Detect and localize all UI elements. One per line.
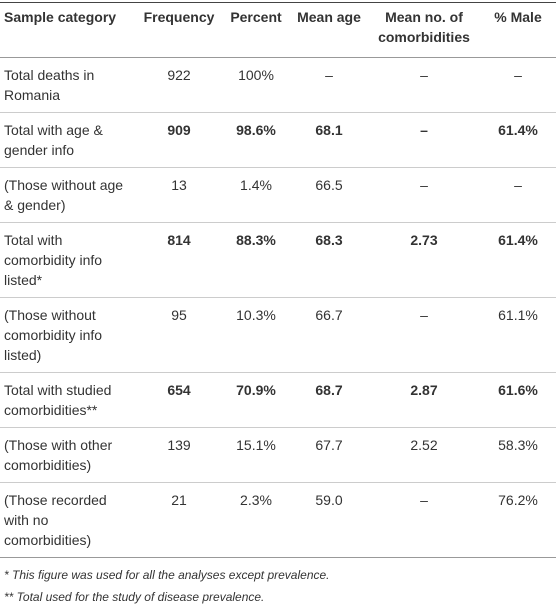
- cell: 61.6%: [498, 382, 538, 398]
- footnote: * This figure was used for all the analy…: [4, 568, 330, 582]
- cell: –: [514, 67, 522, 83]
- cell: 98.6%: [236, 122, 276, 138]
- cell: 61.1%: [498, 307, 538, 323]
- table-row: (Those without age & gender) 13 1.4% 66.5 – –: [0, 168, 556, 223]
- cell: 654: [167, 382, 191, 398]
- header-cell: Sample category: [4, 9, 117, 25]
- cell: 13: [171, 177, 187, 193]
- row-label: Total with age & gender info: [4, 122, 103, 158]
- cell: –: [420, 177, 428, 193]
- cell: 68.3: [315, 232, 343, 248]
- table-row: Total with studied comorbidities** 654 70.…: [0, 373, 556, 428]
- row-label: Total with studied comorbidities**: [4, 382, 112, 418]
- cell: 1.4%: [240, 177, 272, 193]
- cell: 61.4%: [498, 122, 538, 138]
- cell: –: [420, 307, 428, 323]
- cell: 15.1%: [236, 437, 276, 453]
- cell: 922: [167, 67, 191, 83]
- cell: 58.3%: [498, 437, 538, 453]
- footnote: ** Total used for the study of disease p…: [4, 590, 265, 604]
- cell: –: [420, 67, 428, 83]
- data-table: Sample category Frequency Percent Mean age M…: [0, 2, 556, 558]
- cell: 2.73: [410, 232, 438, 248]
- cell: 66.5: [315, 177, 343, 193]
- header-cell: Percent: [230, 9, 282, 25]
- cell: 909: [167, 122, 191, 138]
- cell: –: [514, 177, 522, 193]
- cell: 88.3%: [236, 232, 276, 248]
- cell: 2.3%: [240, 492, 272, 508]
- row-label: (Those without age & gender): [4, 177, 124, 213]
- header-cell: Mean age: [297, 9, 361, 25]
- header-cell: % Male: [494, 9, 542, 25]
- cell: 61.4%: [498, 232, 538, 248]
- row-label: Total deaths in Romania: [4, 67, 95, 103]
- cell: –: [420, 122, 428, 138]
- table-row: Total with comorbidity info listed* 814 88…: [0, 223, 556, 298]
- cell: 67.7: [315, 437, 343, 453]
- cell: 21: [171, 492, 187, 508]
- cell: 66.7: [315, 307, 343, 323]
- row-label: (Those without comorbidity info listed): [4, 307, 103, 363]
- header-cell: Mean no. of comorbidities: [378, 9, 470, 45]
- table-row: Total deaths in Romania 922 100% – – –: [0, 58, 556, 113]
- cell: 59.0: [315, 492, 343, 508]
- cell: 68.1: [315, 122, 343, 138]
- header-row: Sample category Frequency Percent Mean age M…: [0, 2, 556, 58]
- table-row: (Those without comorbidity info listed) 9…: [0, 298, 556, 373]
- cell: 76.2%: [498, 492, 538, 508]
- cell: 70.9%: [236, 382, 276, 398]
- cell: 95: [171, 307, 187, 323]
- table-row: Total with age & gender info 909 98.6% 68.1…: [0, 113, 556, 168]
- row-label: (Those recorded with no comorbidities): [4, 492, 107, 548]
- cell: 100%: [238, 67, 274, 83]
- cell: 10.3%: [236, 307, 276, 323]
- cell: 814: [167, 232, 191, 248]
- footnotes: * This figure was used for all the analy…: [0, 558, 556, 608]
- header-cell: Frequency: [143, 9, 215, 25]
- cell: 2.52: [410, 437, 438, 453]
- table-row: (Those recorded with no comorbidities) 21…: [0, 483, 556, 558]
- cell: 68.7: [315, 382, 343, 398]
- cell: –: [325, 67, 333, 83]
- cell: 139: [167, 437, 191, 453]
- table-body: Total deaths in Romania 922 100% – – – Total w…: [0, 58, 556, 558]
- row-label: Total with comorbidity info listed*: [4, 232, 103, 288]
- cell: –: [420, 492, 428, 508]
- cell: 2.87: [410, 382, 438, 398]
- row-label: (Those with other comorbidities): [4, 437, 113, 473]
- table-row: (Those with other comorbidities) 139 15.1%…: [0, 428, 556, 483]
